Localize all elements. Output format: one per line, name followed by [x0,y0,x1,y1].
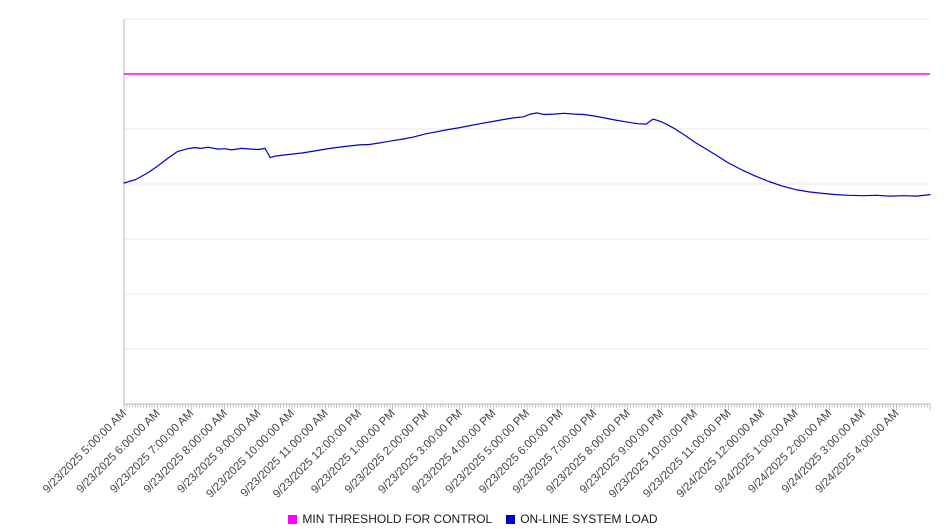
load-swatch-icon [506,514,516,524]
load-line [123,112,931,197]
legend-label-load: ON-LINE SYSTEM LOAD [520,512,658,526]
legend-label-threshold: MIN THRESHOLD FOR CONTROL [302,512,493,526]
legend-item-load: ON-LINE SYSTEM LOAD [506,512,658,526]
chart-legend: MIN THRESHOLD FOR CONTROL ON-LINE SYSTEM… [0,509,946,529]
threshold-swatch-icon [288,514,298,524]
line-chart: 9/23/2025 5:00:00 AM9/23/2025 6:00:00 AM… [41,18,931,501]
legend-item-threshold: MIN THRESHOLD FOR CONTROL [288,512,492,526]
